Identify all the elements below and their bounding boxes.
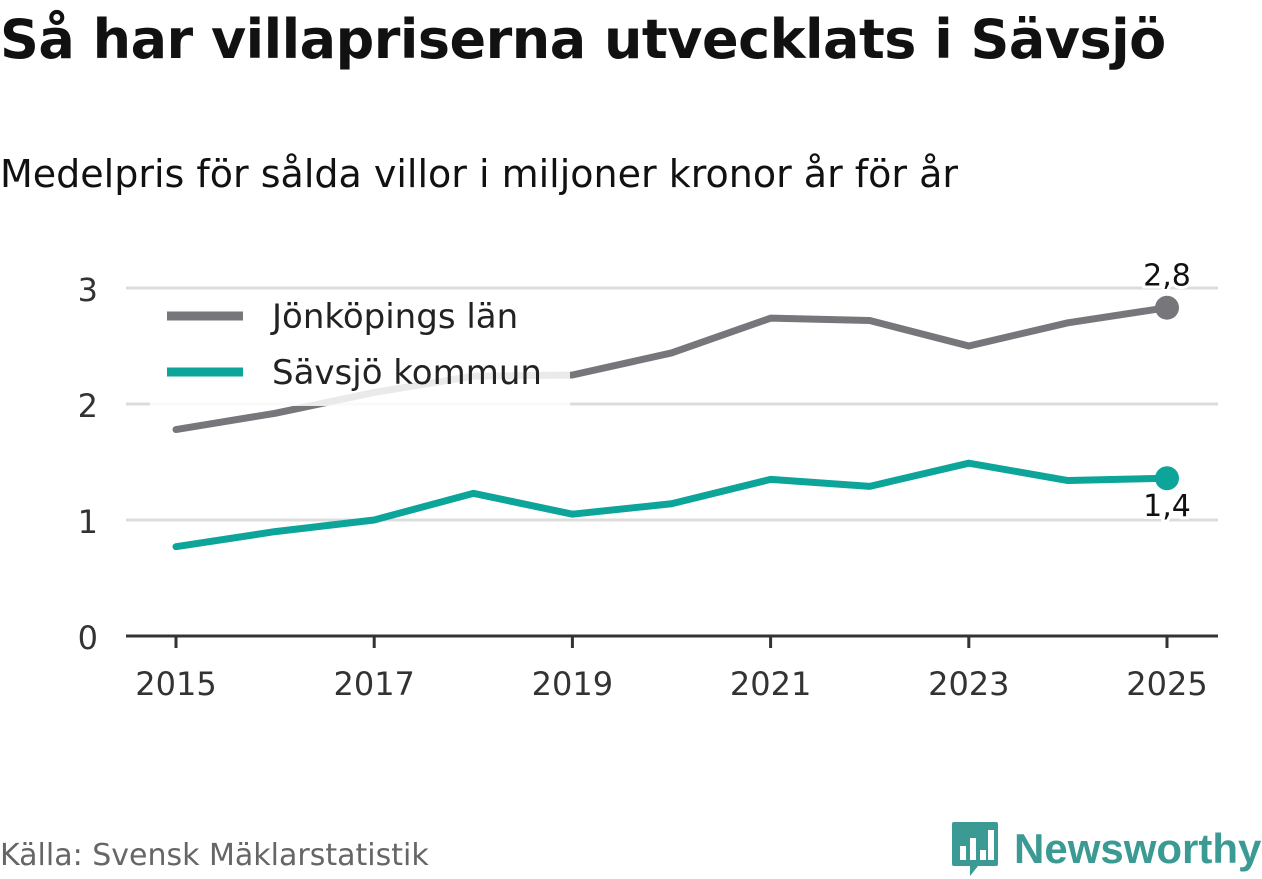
x-tick-label: 2021 <box>730 665 811 703</box>
data-point <box>866 483 873 490</box>
y-tick-label: 1 <box>78 503 98 541</box>
data-point <box>371 517 378 523</box>
y-tick-label: 2 <box>78 387 98 425</box>
y-tick-label: 0 <box>78 619 98 657</box>
data-point <box>272 528 279 535</box>
legend-label: Sävsjö kommun <box>272 353 542 393</box>
data-point <box>569 372 576 378</box>
data-point <box>767 476 774 483</box>
data-point <box>272 410 279 417</box>
chart-title: Så har villapriserna utvecklats i Sävsjö <box>0 8 1166 71</box>
end-marker <box>1155 466 1179 491</box>
data-point <box>965 343 972 349</box>
x-tick-label: 2023 <box>928 665 1009 703</box>
data-point <box>173 543 179 550</box>
data-point <box>866 317 873 324</box>
chart-subtitle: Medelpris för sålda villor i miljoner kr… <box>0 152 959 196</box>
bar-chart-badge-icon <box>952 822 998 876</box>
data-point <box>173 426 179 433</box>
data-point <box>965 460 972 467</box>
source-note: Källa: Svensk Mäklarstatistik <box>0 838 429 873</box>
x-tick-label: 2025 <box>1126 665 1207 703</box>
data-point <box>668 349 675 356</box>
newsworthy-logo: Newsworthy <box>950 820 1261 878</box>
legend-label: Jönköpings län <box>270 297 518 337</box>
y-tick-label: 3 <box>78 271 98 309</box>
end-value-label: 1,4 <box>1143 489 1191 524</box>
data-point <box>1064 319 1071 326</box>
data-point <box>668 500 675 507</box>
end-marker <box>1155 295 1179 320</box>
legend-box <box>150 290 570 406</box>
data-point <box>470 490 477 497</box>
x-tick-label: 2019 <box>532 665 613 703</box>
data-point <box>569 511 576 518</box>
end-value-label: 2,8 <box>1143 259 1191 294</box>
data-point <box>1064 477 1071 484</box>
logo-text: Newsworthy <box>1014 825 1262 872</box>
x-tick-label: 2015 <box>135 665 216 703</box>
data-point <box>767 315 774 322</box>
x-tick-label: 2017 <box>333 665 414 703</box>
